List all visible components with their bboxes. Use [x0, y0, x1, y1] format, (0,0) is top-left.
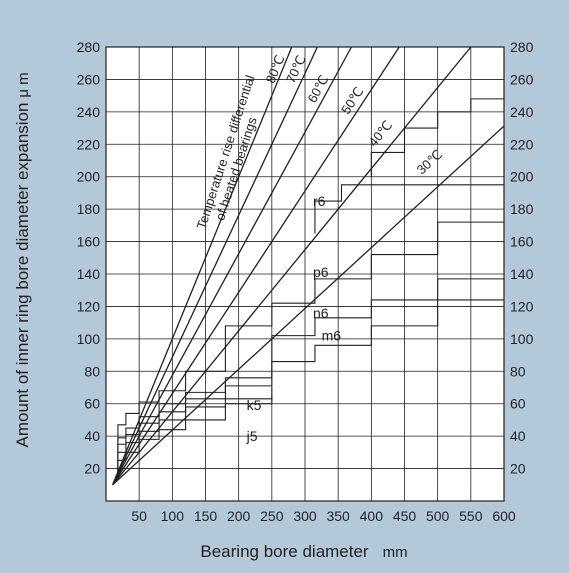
y-tick-label-right-80: 80 [510, 363, 526, 379]
x-tick-label-350: 350 [326, 508, 350, 524]
x-tick-label-500: 500 [426, 508, 450, 524]
fit-label-k5: k5 [247, 397, 262, 413]
tick-labels: 50 100 150 200 250 300 350 400 450 500 550 600 20 20 4… [77, 39, 534, 524]
fit-label-n6: n6 [313, 305, 329, 321]
fit-line-j5 [117, 395, 273, 479]
y-tick-label-left-180: 180 [77, 201, 101, 217]
y-tick-label-left-140: 140 [77, 266, 101, 282]
y-tick-label-left-260: 260 [77, 71, 101, 87]
temperature-line-30 [112, 125, 505, 486]
fit-label-j5: j5 [246, 428, 258, 444]
x-tick-label-300: 300 [293, 508, 317, 524]
fit-label-p6: p6 [313, 264, 329, 280]
y-tick-label-right-40: 40 [510, 428, 526, 444]
fit-line-k5 [117, 387, 273, 472]
x-tick-label-600: 600 [492, 508, 516, 524]
y-tick-label-right-140: 140 [510, 266, 534, 282]
y-tick-label-right-200: 200 [510, 169, 534, 185]
y-axis-unit: μ m [15, 72, 32, 97]
y-tick-label-right-240: 240 [510, 104, 534, 120]
x-axis-unit: mm [383, 544, 408, 561]
temperature-line-60 [112, 46, 353, 486]
y-tick-label-right-60: 60 [510, 396, 526, 412]
temperature-lines: 80℃70℃60℃ 50℃40℃30℃ [112, 46, 505, 486]
x-tick-label-250: 250 [260, 508, 284, 524]
y-tick-label-left-220: 220 [77, 136, 101, 152]
x-tick-label-450: 450 [393, 508, 417, 524]
y-tick-label-right-100: 100 [510, 331, 534, 347]
y-axis-title: Amount of inner ring bore diameter expan… [13, 103, 32, 448]
y-axis-unit-group: μ m [15, 72, 32, 97]
x-tick-label-50: 50 [131, 508, 147, 524]
y-axis-label: Amount of inner ring bore diameter expan… [13, 103, 32, 448]
plot-frame [105, 46, 505, 502]
y-tick-label-left-40: 40 [84, 428, 100, 444]
fit-label-m6: m6 [322, 327, 342, 343]
y-tick-label-left-160: 160 [77, 234, 101, 250]
x-tick-label-550: 550 [459, 508, 483, 524]
y-tick-label-left-100: 100 [77, 331, 101, 347]
fit-label-r6: r6 [313, 193, 326, 209]
y-tick-label-left-60: 60 [84, 396, 100, 412]
y-tick-label-right-160: 160 [510, 234, 534, 250]
temperature-line-70 [112, 46, 318, 486]
temperature-line-80 [112, 46, 293, 486]
x-tick-label-100: 100 [161, 508, 185, 524]
fit-line-r6 [314, 184, 504, 234]
y-tick-label-right-220: 220 [510, 136, 534, 152]
x-axis-title: Bearing bore diameter mm [200, 542, 407, 561]
y-tick-label-right-180: 180 [510, 201, 534, 217]
fit-step-lines: r6 p6 n6 m6 k5 j5 [117, 98, 504, 479]
y-tick-label-right-280: 280 [510, 39, 534, 55]
y-tick-label-left-240: 240 [77, 104, 101, 120]
y-tick-label-left-80: 80 [84, 363, 100, 379]
x-tick-label-150: 150 [194, 508, 218, 524]
fit-line-outer-step [370, 98, 504, 177]
y-tick-label-left-280: 280 [77, 39, 101, 55]
fit-line-p6 [117, 221, 504, 472]
y-tick-label-left-200: 200 [77, 169, 101, 185]
y-tick-label-left-120: 120 [77, 298, 101, 314]
y-tick-label-right-260: 260 [510, 71, 534, 87]
x-tick-label-200: 200 [227, 508, 251, 524]
y-tick-label-right-120: 120 [510, 298, 534, 314]
y-tick-label-left-20: 20 [84, 461, 100, 477]
y-tick-label-right-20: 20 [510, 461, 526, 477]
x-tick-label-400: 400 [360, 508, 384, 524]
x-axis-label: Bearing bore diameter [200, 542, 369, 561]
